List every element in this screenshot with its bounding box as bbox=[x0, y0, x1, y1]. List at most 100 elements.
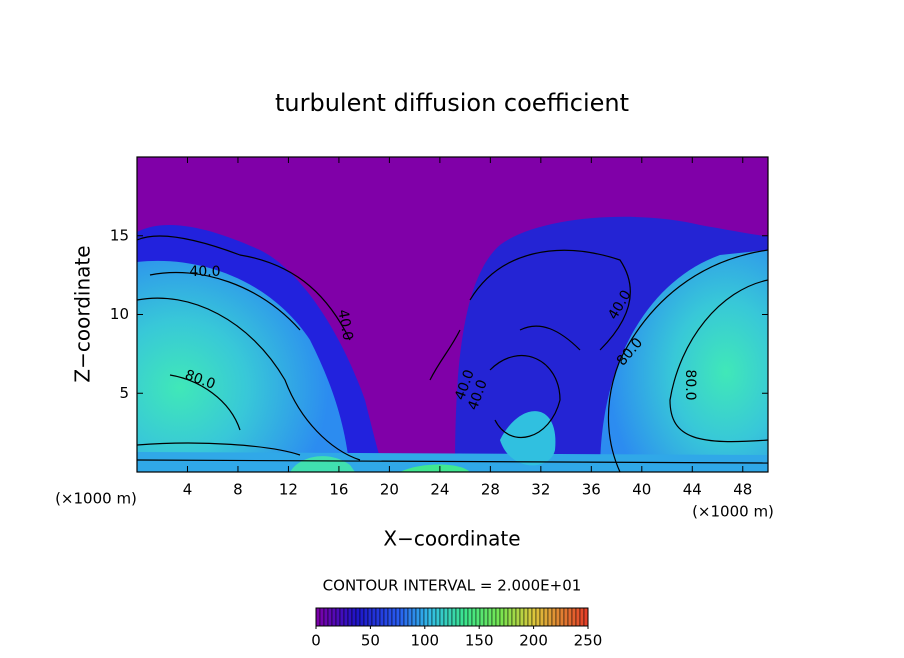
colorbar-cell bbox=[519, 607, 525, 627]
colorbar-tick-label: 200 bbox=[519, 632, 548, 650]
colorbar-cell bbox=[487, 607, 493, 627]
colorbar-cell bbox=[331, 607, 337, 627]
contour-label: 80.0 bbox=[682, 369, 698, 400]
colorbar-cell bbox=[447, 607, 453, 627]
colorbar-cell bbox=[403, 607, 409, 627]
x-unit-label: (×1000 m) bbox=[55, 490, 137, 508]
colorbar-cell bbox=[507, 607, 513, 627]
colorbar-cell bbox=[579, 607, 585, 627]
colorbar-cell bbox=[439, 607, 445, 627]
x-tick-label: 44 bbox=[683, 481, 702, 499]
colorbar-cell bbox=[547, 607, 553, 627]
colorbar-cell bbox=[531, 607, 537, 627]
colorbar-cell bbox=[315, 607, 321, 627]
colorbar-cell bbox=[503, 607, 509, 627]
colorbar-cell bbox=[415, 607, 421, 627]
y-axis-label: Z−coordinate bbox=[71, 245, 95, 382]
colorbar-cell bbox=[423, 607, 429, 627]
colorbar-cell bbox=[431, 607, 437, 627]
x-axis-label: X−coordinate bbox=[383, 527, 520, 551]
colorbar-tick-label: 50 bbox=[361, 632, 380, 650]
colorbar-frame bbox=[315, 607, 589, 627]
colorbar-cell bbox=[459, 607, 465, 627]
colorbar-cell bbox=[571, 607, 577, 627]
colorbar-cell bbox=[395, 607, 401, 627]
colorbar-tick-label: 250 bbox=[574, 632, 603, 650]
x-tick-label: 32 bbox=[531, 481, 550, 499]
colorbar-cell bbox=[351, 607, 357, 627]
colorbar-cell bbox=[411, 607, 417, 627]
colorbar-tick-label: 100 bbox=[410, 632, 439, 650]
colorbar-cell bbox=[435, 607, 441, 627]
colorbar-cell bbox=[391, 607, 397, 627]
colorbar-cell bbox=[419, 607, 425, 627]
colorbar-cell bbox=[535, 607, 541, 627]
contour-label: 40.0 bbox=[334, 308, 355, 341]
colorbar-cell bbox=[383, 607, 389, 627]
chart-title: turbulent diffusion coefficient bbox=[275, 89, 629, 117]
contour-label: 40.0 bbox=[189, 264, 220, 280]
colorbar-cell bbox=[567, 607, 573, 627]
x-tick-label: 16 bbox=[329, 481, 348, 499]
colorbar-cell bbox=[375, 607, 381, 627]
colorbar-cell bbox=[471, 607, 477, 627]
colorbar-cell bbox=[407, 607, 413, 627]
x-tick-label: 40 bbox=[632, 481, 651, 499]
colorbar-cell bbox=[455, 607, 461, 627]
colorbar-cell bbox=[555, 607, 561, 627]
colorbar-cell bbox=[379, 607, 385, 627]
colorbar-cell bbox=[387, 607, 393, 627]
x-tick-label: 28 bbox=[481, 481, 500, 499]
colorbar-cell bbox=[339, 607, 345, 627]
colorbar-cell bbox=[359, 607, 365, 627]
colorbar-cell bbox=[583, 607, 589, 627]
colorbar-cell bbox=[371, 607, 377, 627]
colorbar-cell bbox=[483, 607, 489, 627]
colorbar-cell bbox=[511, 607, 517, 627]
colorbar-cell bbox=[575, 607, 581, 627]
colorbar-cell bbox=[495, 607, 501, 627]
colorbar-tick-label: 150 bbox=[465, 632, 494, 650]
colorbar-cell bbox=[399, 607, 405, 627]
colorbar-cell bbox=[363, 607, 369, 627]
colorbar-cell bbox=[367, 607, 373, 627]
x-tick-label: 24 bbox=[430, 481, 449, 499]
x-tick-label: 4 bbox=[183, 481, 193, 499]
colorbar-cell bbox=[467, 607, 473, 627]
colorbar-cell bbox=[559, 607, 565, 627]
x-tick-label: 36 bbox=[582, 481, 601, 499]
field bbox=[137, 157, 768, 472]
colorbar-cell bbox=[443, 607, 449, 627]
x-tick-label: 20 bbox=[380, 481, 399, 499]
colorbar-cell bbox=[355, 607, 361, 627]
x-tick-label: 8 bbox=[233, 481, 243, 499]
colorbar-cell bbox=[451, 607, 457, 627]
colorbar-cell bbox=[523, 607, 529, 627]
colorbar-cell bbox=[427, 607, 433, 627]
colorbar-tick-label: 0 bbox=[311, 632, 321, 650]
colorbar-cell bbox=[327, 607, 333, 627]
colorbar-cell bbox=[475, 607, 481, 627]
y-tick-label: 15 bbox=[110, 226, 129, 244]
colorbar-cell bbox=[563, 607, 569, 627]
colorbar-cell bbox=[499, 607, 505, 627]
colorbar-cell bbox=[343, 607, 349, 627]
colorbar-cell bbox=[319, 607, 325, 627]
colorbar-cell bbox=[543, 607, 549, 627]
y-tick-label: 5 bbox=[119, 384, 129, 402]
colorbar-cell bbox=[347, 607, 353, 627]
colorbar-cell bbox=[463, 607, 469, 627]
colorbar-cell bbox=[335, 607, 341, 627]
colorbar-cell bbox=[539, 607, 545, 627]
x-tick-label: 12 bbox=[279, 481, 298, 499]
contour-interval: CONTOUR INTERVAL = 2.000E+01 bbox=[323, 577, 582, 595]
colorbar-cell bbox=[551, 607, 557, 627]
y-tick-label: 10 bbox=[110, 305, 129, 323]
colorbar-cell bbox=[479, 607, 485, 627]
colorbar-cell bbox=[323, 607, 329, 627]
x-unit-label: (×1000 m) bbox=[692, 503, 774, 521]
colorbar-cell bbox=[527, 607, 533, 627]
x-tick-label: 48 bbox=[733, 481, 752, 499]
colorbar-cell bbox=[491, 607, 497, 627]
